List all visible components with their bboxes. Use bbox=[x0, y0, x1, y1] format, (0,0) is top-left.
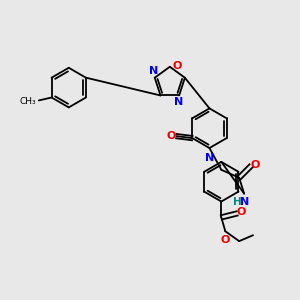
Text: N: N bbox=[149, 66, 158, 76]
Text: N: N bbox=[241, 196, 250, 207]
Text: O: O bbox=[173, 61, 182, 71]
Text: O: O bbox=[167, 131, 176, 141]
Text: O: O bbox=[236, 207, 246, 218]
Text: O: O bbox=[250, 160, 260, 170]
Text: O: O bbox=[220, 235, 230, 245]
Text: CH₃: CH₃ bbox=[19, 97, 36, 106]
Text: H: H bbox=[233, 196, 242, 207]
Text: N: N bbox=[173, 98, 183, 107]
Text: N: N bbox=[205, 153, 214, 163]
